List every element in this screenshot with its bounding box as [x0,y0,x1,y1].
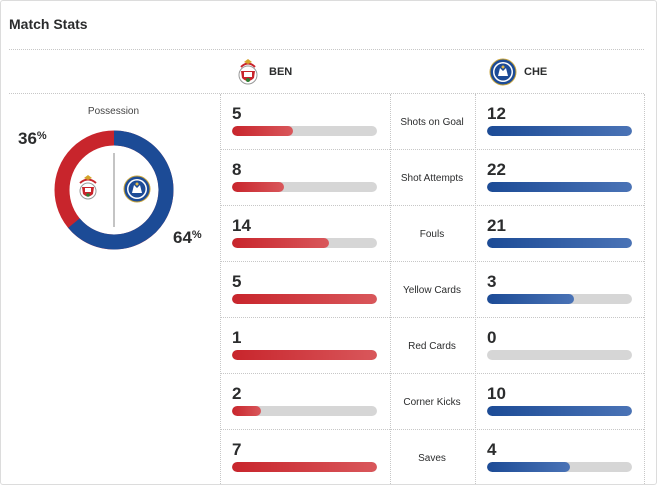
stat-bar-home [232,350,377,360]
possession-away-pct: 64% [173,228,202,248]
team-header-away: CHE [488,56,547,88]
stat-bar-away [487,294,632,304]
stat-bar-away [487,406,632,416]
percent-symbol: % [36,130,47,142]
possession-home-pct: 36% [18,129,47,149]
possession-donut-chart [54,130,174,250]
stat-value-away: 21 [487,216,506,235]
stat-value-away: 12 [487,104,506,123]
stat-bar-away [487,350,632,360]
stat-bar-away [487,182,632,192]
stat-label: Fouls [419,228,445,240]
stat-value-away: 3 [487,272,497,291]
possession-away-value: 64 [173,228,192,247]
stat-row: 5 Shots on Goal 12 [220,94,644,150]
column-divider [644,94,645,484]
page-title: Match Stats [9,16,88,32]
stat-value-home: 8 [232,160,242,179]
stat-value-home: 2 [232,384,242,403]
stat-bar-fill-away [487,294,574,304]
stat-bar-home [232,238,377,248]
stat-bar-fill-home [232,238,330,248]
possession-label: Possession [87,106,140,117]
stat-value-away: 0 [487,328,497,347]
stat-row: 5 Yellow Cards 3 [220,262,644,318]
stat-value-away: 10 [487,384,506,403]
stat-bar-fill-home [232,462,377,472]
stat-value-home: 5 [232,104,242,123]
stat-value-home: 5 [232,272,242,291]
stat-value-away: 22 [487,160,506,179]
stat-value-away: 4 [487,440,497,459]
benfica-crest-icon [233,57,263,87]
chelsea-crest-icon [123,175,151,203]
stat-bar-home [232,182,377,192]
divider [9,93,644,94]
stat-bar-fill-away [487,406,632,416]
stat-value-home: 1 [232,328,242,347]
benfica-crest-icon [79,175,97,200]
stat-label: Saves [418,452,446,464]
stat-bar-home [232,126,377,136]
possession-home-value: 36 [18,129,37,148]
stat-bar-fill-away [487,238,632,248]
stat-bar-fill-home [232,294,377,304]
stat-value-home: 7 [232,440,242,459]
stat-bar-away [487,126,632,136]
percent-symbol: % [191,229,202,241]
stat-label: Red Cards [408,340,456,352]
column-divider [390,94,391,484]
team-abbr-away: CHE [524,66,548,78]
stat-row: 14 Fouls 21 [220,206,644,262]
stat-bar-fill-home [232,126,293,136]
stat-bar-home [232,294,377,304]
stat-row: 2 Corner Kicks 10 [220,374,644,430]
stat-row: 7 Saves 4 [220,430,644,484]
column-divider [220,94,221,484]
stat-row: 1 Red Cards 0 [220,318,644,374]
stat-label: Corner Kicks [403,396,461,408]
team-abbr-home: BEN [269,66,293,78]
stat-value-home: 14 [232,216,251,235]
stat-bar-home [232,406,377,416]
stat-bar-home [232,462,377,472]
stat-label: Yellow Cards [403,284,461,296]
divider [9,49,644,50]
stat-bar-fill-away [487,126,632,136]
stat-bar-fill-away [487,182,632,192]
stat-bar-fill-away [487,462,570,472]
column-divider [475,94,476,484]
team-header-home: BEN [233,56,292,88]
possession-away-arc [68,130,174,250]
stat-bar-away [487,462,632,472]
stat-row: 8 Shot Attempts 22 [220,150,644,206]
stat-bar-fill-home [232,406,261,416]
stat-bar-away [487,238,632,248]
chelsea-crest-icon [488,57,518,87]
stat-label: Shots on Goal [400,116,464,128]
stat-bar-fill-home [232,182,285,192]
stat-bar-fill-home [232,350,377,360]
stat-label: Shot Attempts [400,172,464,184]
